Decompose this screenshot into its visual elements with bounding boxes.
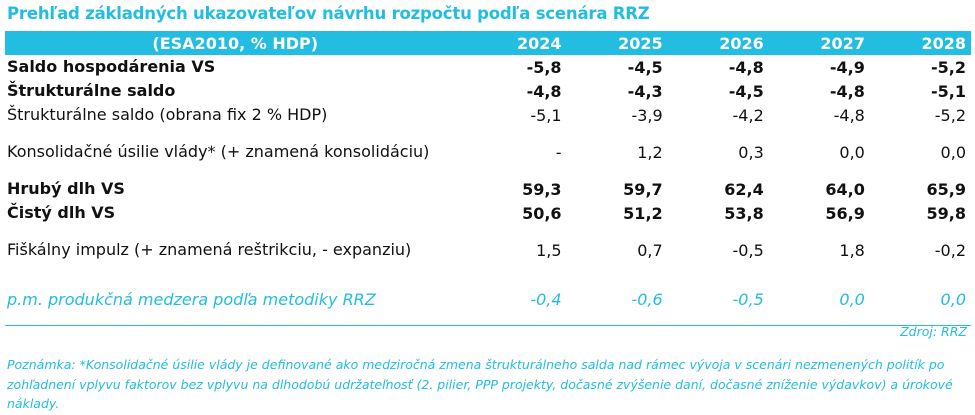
- cell-value: -0,5: [667, 275, 769, 326]
- cell-value: -0,6: [566, 275, 668, 326]
- cell-value: -0,5: [732, 240, 764, 260]
- cell-value: 59,8: [926, 203, 966, 223]
- cell-value: 62,4: [724, 179, 764, 199]
- cell-value: 0,7: [637, 240, 663, 260]
- cell-value: 59,3: [522, 179, 562, 199]
- table-row: Hrubý dlh VS 59,3 59,7 62,4 64,0 65,9: [5, 177, 971, 201]
- row-label: Fiškálny impulz (+ znamená reštrikciu, -…: [7, 240, 412, 259]
- cell-value: -4,5: [728, 81, 764, 101]
- cell-value: 53,8: [724, 203, 764, 223]
- table-row: Štrukturálne saldo (obrana fix 2 % HDP) …: [5, 103, 971, 127]
- cell-value: -5,1: [931, 81, 966, 101]
- row-label: Hrubý dlh VS: [7, 179, 125, 198]
- source-note: Zdroj: RRZ: [900, 324, 967, 339]
- year-header: 2026: [719, 33, 764, 53]
- row-label: Konsolidačné úsilie vlády* (+ znamená ko…: [7, 142, 430, 161]
- cell-value: -4,5: [627, 57, 663, 77]
- table-row: Štrukturálne saldo -4,8 -4,3 -4,5 -4,8 -…: [5, 79, 971, 103]
- row-label: p.m. produkčná medzera podľa metodiky RR…: [5, 275, 466, 326]
- year-header: 2025: [618, 33, 663, 53]
- header-row: (ESA2010, % HDP) 2024 2025 2026 2027 202…: [5, 31, 971, 55]
- table-row: Čistý dlh VS 50,6 51,2 53,8 56,9 59,8: [5, 201, 971, 225]
- cell-value: 1,2: [637, 142, 663, 162]
- row-label: Štrukturálne saldo (obrana fix 2 % HDP): [7, 105, 328, 124]
- cell-value: -4,9: [829, 57, 865, 77]
- cell-value: 56,9: [825, 203, 865, 223]
- table-title: Prehľad základných ukazovateľov návrhu r…: [7, 4, 650, 23]
- cell-value: -5,8: [526, 57, 562, 77]
- cell-value: 0,0: [869, 275, 971, 326]
- cell-value: -: [555, 142, 562, 162]
- row-label: Štrukturálne saldo: [7, 81, 176, 100]
- table-row: Saldo hospodárenia VS -5,8 -4,5 -4,8 -4,…: [5, 55, 971, 79]
- year-header: 2027: [820, 33, 865, 53]
- row-label: Saldo hospodárenia VS: [7, 57, 216, 76]
- cell-value: 1,8: [839, 240, 865, 260]
- indicators-table: (ESA2010, % HDP) 2024 2025 2026 2027 202…: [5, 31, 971, 326]
- cell-value: -5,2: [931, 57, 966, 77]
- cell-value: -4,8: [829, 81, 865, 101]
- cell-value: 0,3: [738, 142, 764, 162]
- cell-value: -4,3: [627, 81, 663, 101]
- cell-value: -3,9: [631, 105, 663, 125]
- cell-value: 65,9: [926, 179, 966, 199]
- cell-value: -4,8: [728, 57, 764, 77]
- row-label: Čistý dlh VS: [7, 203, 116, 222]
- year-header: 2024: [517, 33, 562, 53]
- cell-value: -5,2: [934, 105, 966, 125]
- cell-value: 0,0: [839, 142, 865, 162]
- table-row: p.m. produkčná medzera podľa metodiky RR…: [5, 275, 971, 326]
- cell-value: -4,2: [732, 105, 764, 125]
- year-header: 2028: [921, 33, 966, 53]
- cell-value: -4,8: [833, 105, 865, 125]
- cell-value: -0,4: [465, 275, 567, 326]
- cell-value: 59,7: [623, 179, 663, 199]
- unit-header: (ESA2010, % HDP): [152, 33, 319, 53]
- cell-value: 0,0: [768, 275, 870, 326]
- table-row: Konsolidačné úsilie vlády* (+ znamená ko…: [5, 127, 971, 177]
- cell-value: -0,2: [934, 240, 966, 260]
- cell-value: 64,0: [825, 179, 865, 199]
- cell-value: 51,2: [623, 203, 663, 223]
- table-row: Fiškálny impulz (+ znamená reštrikciu, -…: [5, 225, 971, 275]
- footnote: Poznámka: *Konsolidačné úsilie vlády je …: [7, 357, 953, 411]
- cell-value: -4,8: [526, 81, 562, 101]
- cell-value: 50,6: [522, 203, 562, 223]
- cell-value: -5,1: [530, 105, 562, 125]
- cell-value: 1,5: [536, 240, 562, 260]
- cell-value: 0,0: [940, 142, 966, 162]
